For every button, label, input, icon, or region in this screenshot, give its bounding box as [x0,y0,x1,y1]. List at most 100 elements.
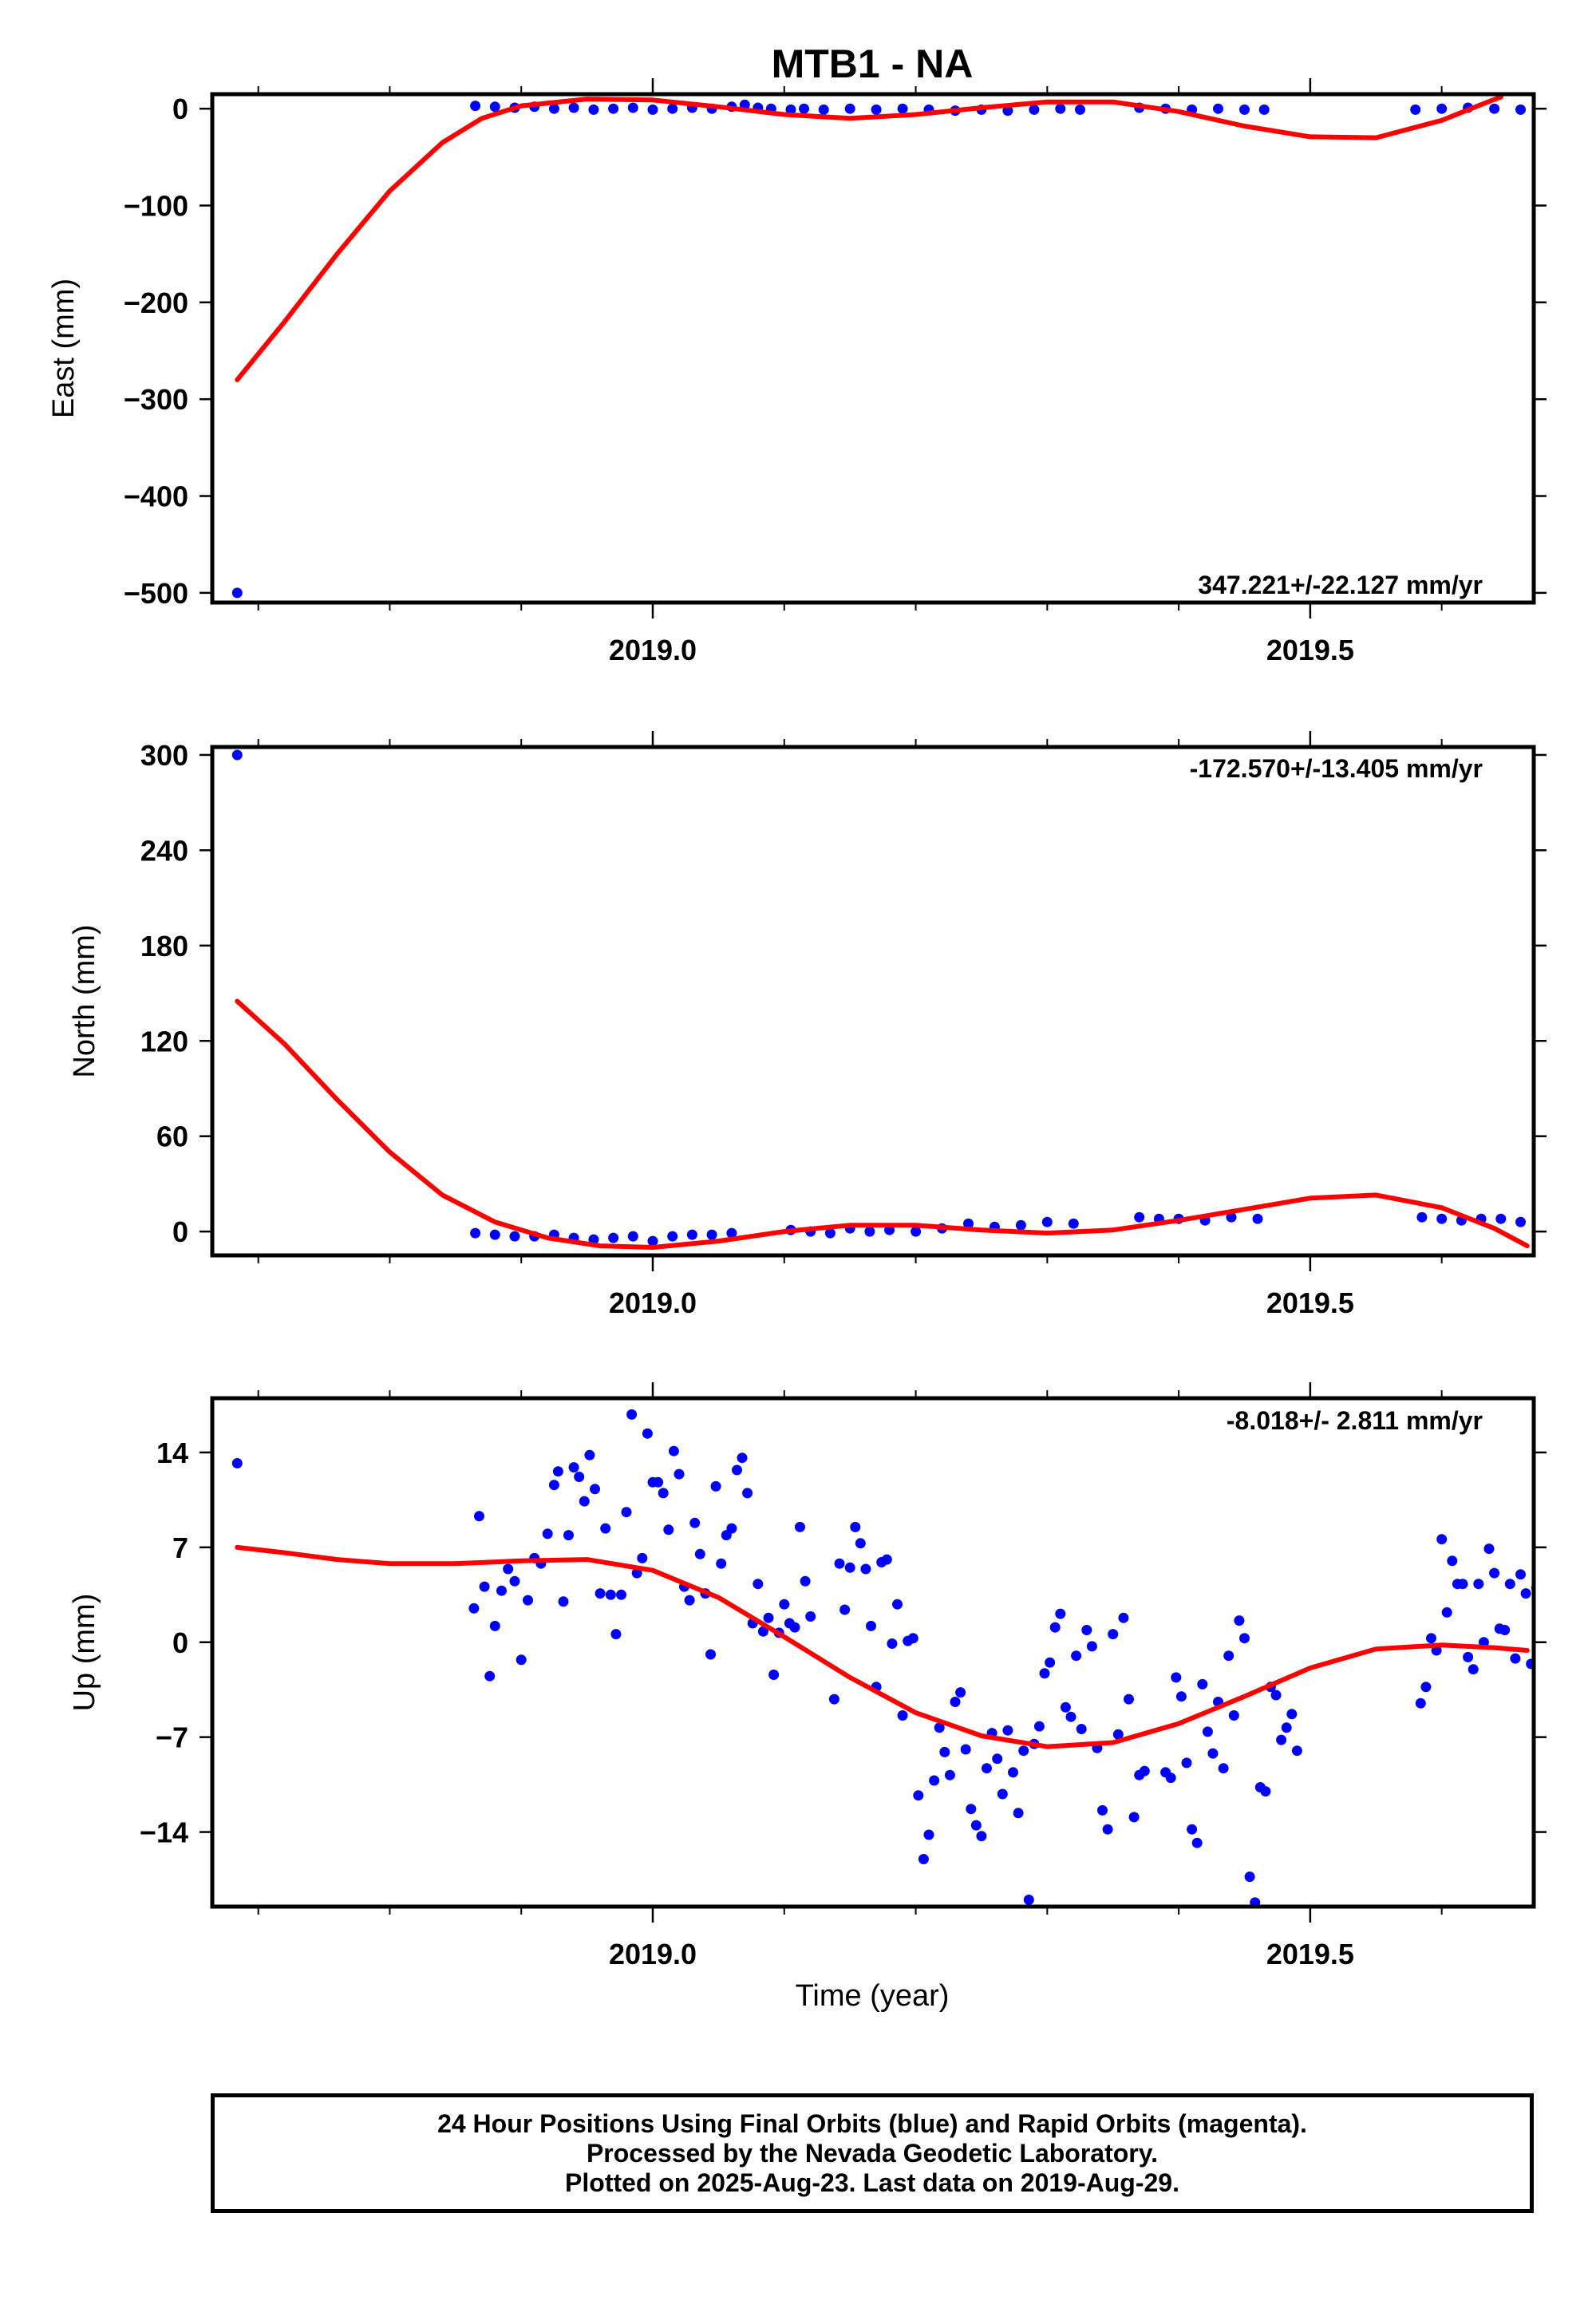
up-data-point [1081,1625,1092,1635]
up-data-point [1008,1767,1018,1778]
up-data-point [626,1409,638,1420]
up-data-point [642,1428,653,1439]
up-data-point [1002,1725,1013,1736]
up-data-point [1473,1579,1484,1590]
up-data-point [1112,1729,1124,1740]
east-data-point [799,103,809,114]
up-data-point [616,1589,626,1600]
east-y-tick-label: −100 [124,190,188,223]
north-y-axis-label: North (mm) [68,924,101,1077]
up-data-point [763,1612,774,1623]
up-data-point [1197,1678,1208,1690]
north-data-point [1515,1216,1526,1227]
up-data-point [1207,1748,1219,1759]
up-frame [210,1396,1536,1909]
north-data-point [1252,1213,1263,1224]
up-data-point [960,1744,971,1755]
up-data-point [1510,1653,1521,1664]
east-data-point [1489,103,1500,114]
east-y-tick-label: −400 [124,480,188,513]
up-data-point [742,1488,753,1499]
north-data-point [231,749,243,761]
north-data-point [824,1227,836,1239]
north-data-point [627,1231,638,1242]
up-data-point [484,1670,496,1682]
east-data-point [1239,104,1250,115]
east-data-point [489,101,500,113]
east-data-point [1075,104,1085,115]
up-data-point [1463,1651,1474,1662]
north-data-point [1416,1211,1428,1223]
up-data-point [1228,1710,1239,1721]
up-data-point [1489,1567,1500,1579]
east-fit-line [235,94,1503,382]
up-data-point [923,1829,934,1840]
up-data-point [732,1464,742,1476]
east-data-point [548,103,559,114]
north-y-tick-label: 240 [140,834,188,867]
up-data-point [1499,1625,1511,1635]
up-data-point [1118,1612,1129,1623]
north-rate-label: -172.570+/-13.405 mm/yr [1190,754,1483,783]
up-data-point [694,1548,705,1559]
up-data-point [542,1528,553,1539]
up-data-point [976,1831,987,1842]
east-data-point [844,103,855,114]
up-data-point [866,1620,876,1631]
up-data-point [950,1697,961,1707]
up-data-point [779,1599,790,1610]
north-data-point [470,1227,481,1239]
up-data-point [939,1746,950,1757]
north-data-point [1134,1211,1145,1223]
east-y-axis-label: East (mm) [47,279,81,418]
up-data-point [1234,1615,1245,1626]
up-data-point [1291,1745,1302,1757]
up-data-point [684,1595,695,1606]
east-y-tick-label: −300 [124,383,188,416]
north-data-point [864,1226,875,1237]
north-data-point [963,1218,974,1229]
north-data-point [726,1227,737,1239]
up-data-point [834,1558,845,1569]
up-data-point [768,1670,780,1680]
up-data-point [839,1604,851,1615]
footer-line-3: Plotted on 2025-Aug-23. Last data on 201… [565,2168,1179,2197]
up-y-axis-label: Up (mm) [68,1594,101,1712]
up-fit-line [235,1544,1530,1749]
up-data-point [726,1523,737,1534]
east-data-point [231,587,243,599]
north-data-point [509,1231,520,1242]
up-data-point [509,1575,520,1587]
east-data-point [897,103,908,114]
east-data-point [568,102,579,113]
up-data-point [805,1611,816,1622]
up-data-point [574,1472,585,1482]
north-y-tick-label: 180 [140,930,188,962]
north-data-point [1495,1213,1507,1224]
up-data-point [1244,1871,1255,1883]
up-data-point [881,1554,892,1565]
up-data-point [621,1507,632,1518]
up-data-point [1108,1629,1119,1640]
north-fit-line [235,998,1530,1250]
up-y-tick-label: −7 [156,1721,188,1754]
east-frame [210,92,1536,605]
up-data-point [1239,1633,1250,1644]
up-data-point [887,1638,898,1649]
east-x-tick-label: 2019.0 [609,634,697,666]
up-x-tick-label: 2019.0 [609,1938,697,1970]
up-data-point [479,1581,490,1592]
up-data-point [548,1480,559,1491]
up-data-point [913,1790,924,1801]
up-data-point [1086,1641,1097,1652]
up-data-point [844,1562,855,1573]
up-panel: 14 7 0 −7 −14 2019.0 2019.5 Up (mm) -8.018+/- 2.… [68,1382,1547,1970]
up-data-point [1202,1726,1213,1737]
up-data-point [795,1521,805,1532]
up-data-point [1039,1668,1050,1679]
footer-line-1: 24 Hour Positions Using Final Orbits (bl… [437,2109,1307,2138]
up-x-tick-label: 2019.5 [1266,1938,1354,1970]
up-data-point [1426,1633,1436,1644]
east-data-point [1515,104,1526,115]
up-data-point [992,1753,1003,1765]
